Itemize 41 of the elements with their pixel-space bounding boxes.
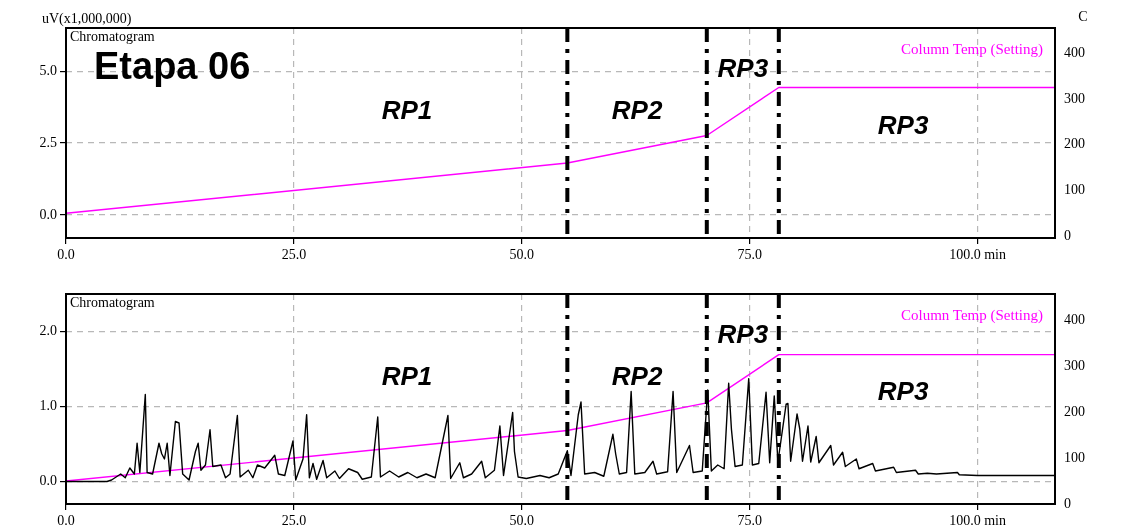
x-tick-label: 50.0 <box>509 513 535 529</box>
y-tick-label: 5.0 <box>39 62 57 78</box>
y2-tick-label: 200 <box>1064 403 1085 419</box>
y-tick-label: 1.0 <box>39 398 57 414</box>
annotation: RP1 <box>381 361 433 392</box>
y-tick-label: 0.0 <box>39 473 57 489</box>
x-tick-label: 25.0 <box>281 247 307 263</box>
y2-tick-label: 0 <box>1064 495 1071 511</box>
y2-axis-title: C <box>1078 8 1088 24</box>
y2-tick-label: 400 <box>1064 311 1085 327</box>
annotation: RP2 <box>611 95 663 126</box>
x-tick-label: 50.0 <box>509 247 535 263</box>
annotation: Etapa 06 <box>94 45 251 88</box>
y2-tick-label: 200 <box>1064 136 1085 152</box>
y2-tick-label: 100 <box>1064 182 1085 198</box>
y2-tick-label: 100 <box>1064 449 1085 465</box>
y-axis-title: uV(x1,000,000) <box>42 10 132 27</box>
annotation: RP3 <box>877 109 929 140</box>
y2-tick-label: 0 <box>1064 227 1071 243</box>
annotation: Chromatogram <box>70 294 155 310</box>
text: Column Temp (Setting) <box>900 306 1043 324</box>
x-tick-label: 75.0 <box>737 513 762 529</box>
y-tick-label: 2.0 <box>39 323 57 339</box>
x-tick-label: 75.0 <box>737 247 762 263</box>
x-tick-label: 0.0 <box>57 513 75 529</box>
x-tick-label: 100.0 min <box>949 513 1006 529</box>
y2-tick-label: 400 <box>1064 44 1085 60</box>
x-tick-label: 25.0 <box>281 513 307 529</box>
y-tick-label: 0.0 <box>39 206 57 222</box>
x-tick-label: 100.0 min <box>949 247 1006 263</box>
text: Column Temp (Setting) <box>900 40 1043 58</box>
y2-tick-label: 300 <box>1064 357 1085 373</box>
x-tick-label: 0.0 <box>57 247 75 263</box>
y-tick-label: 2.5 <box>39 134 57 150</box>
y2-tick-label: 300 <box>1064 90 1085 106</box>
annotation: RP3 <box>717 319 769 350</box>
annotation: RP2 <box>611 361 663 392</box>
annotation: Chromatogram <box>70 28 155 44</box>
annotation: RP3 <box>717 53 769 84</box>
annotation: RP3 <box>877 375 929 406</box>
annotation: RP1 <box>381 95 433 126</box>
